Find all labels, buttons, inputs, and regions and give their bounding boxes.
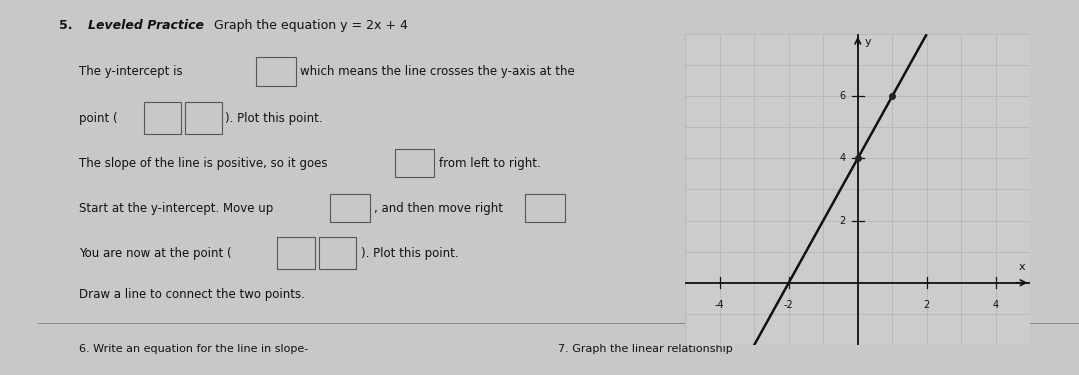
Text: -2: -2: [783, 300, 794, 310]
Text: 4: 4: [839, 153, 846, 163]
Text: 6. Write an equation for the line in slope-: 6. Write an equation for the line in slo…: [80, 344, 309, 354]
Text: 2: 2: [924, 300, 930, 310]
FancyBboxPatch shape: [185, 102, 222, 134]
Text: x: x: [1019, 262, 1025, 272]
Text: ). Plot this point.: ). Plot this point.: [226, 112, 323, 125]
FancyBboxPatch shape: [525, 194, 564, 222]
FancyBboxPatch shape: [144, 102, 181, 134]
Text: The y-intercept is: The y-intercept is: [80, 65, 183, 78]
FancyBboxPatch shape: [319, 237, 356, 269]
Text: The slope of the line is positive, so it goes: The slope of the line is positive, so it…: [80, 157, 328, 170]
Text: , and then move right: , and then move right: [374, 202, 503, 214]
Bar: [38, 323, 1079, 324]
Text: from left to right.: from left to right.: [439, 157, 541, 170]
Text: 7. Graph the linear relationship: 7. Graph the linear relationship: [559, 344, 733, 354]
Text: point (: point (: [80, 112, 118, 125]
Text: Leveled Practice: Leveled Practice: [87, 19, 204, 32]
Text: which means the line crosses the y-axis at the: which means the line crosses the y-axis …: [300, 65, 575, 78]
Text: y: y: [864, 37, 872, 47]
Text: 2: 2: [839, 216, 846, 225]
Text: Start at the y-intercept. Move up: Start at the y-intercept. Move up: [80, 202, 274, 214]
Text: -4: -4: [715, 300, 724, 310]
Text: You are now at the point (: You are now at the point (: [80, 247, 232, 259]
FancyBboxPatch shape: [277, 237, 315, 269]
FancyBboxPatch shape: [257, 57, 296, 86]
Text: Draw a line to connect the two points.: Draw a line to connect the two points.: [80, 288, 305, 301]
Text: ). Plot this point.: ). Plot this point.: [360, 247, 459, 259]
FancyBboxPatch shape: [330, 194, 370, 222]
Text: 5.: 5.: [58, 19, 72, 32]
Text: 6: 6: [839, 91, 846, 101]
Text: 4: 4: [993, 300, 999, 310]
Text: Graph the equation y = 2x + 4: Graph the equation y = 2x + 4: [209, 19, 408, 32]
FancyBboxPatch shape: [395, 149, 435, 177]
